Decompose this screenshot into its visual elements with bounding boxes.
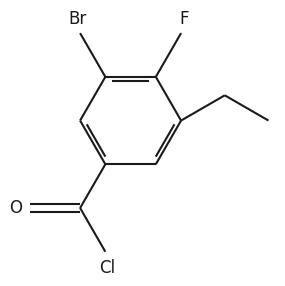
- Text: Br: Br: [68, 9, 86, 27]
- Text: O: O: [10, 199, 23, 217]
- Text: Cl: Cl: [99, 259, 115, 277]
- Text: F: F: [179, 9, 189, 27]
